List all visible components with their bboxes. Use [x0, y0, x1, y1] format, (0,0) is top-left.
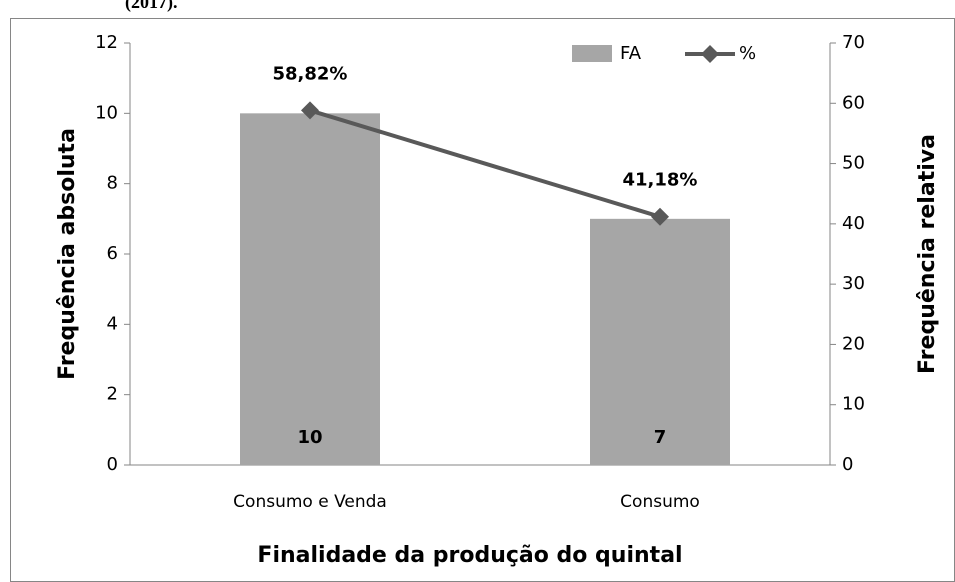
y-tick-label: 4	[107, 313, 118, 334]
y2-axis-title: Frequência relativa	[915, 134, 940, 374]
y2-tick-label: 40	[842, 213, 865, 234]
line-value-label: 41,18%	[623, 170, 698, 191]
legend-label: %	[739, 43, 756, 64]
subtitle: (2017).	[125, 0, 178, 13]
y-tick-label: 8	[107, 173, 118, 194]
y2-tick-label: 70	[842, 32, 865, 53]
x-axis-title: Finalidade da produção do quintal	[257, 543, 682, 568]
x-tick-label: Consumo	[620, 492, 700, 512]
bar-value-label: 7	[654, 427, 667, 448]
y-tick-label: 10	[95, 102, 118, 123]
line-marker	[301, 101, 319, 120]
legend-marker	[701, 45, 719, 63]
y2-tick-label: 60	[842, 92, 865, 113]
chart-frame	[10, 18, 955, 582]
y2-tick-label: 0	[842, 454, 853, 475]
bar	[590, 218, 730, 465]
y-tick-label: 0	[107, 454, 118, 475]
y-tick-label: 12	[95, 32, 118, 53]
x-tick-label: Consumo e Venda	[233, 492, 387, 512]
y2-tick-label: 20	[842, 333, 865, 354]
line-marker	[651, 207, 669, 226]
y-tick-label: 6	[107, 243, 118, 264]
line	[309, 108, 661, 219]
y2-tick-label: 50	[842, 153, 865, 174]
y2-tick-label: 30	[842, 273, 865, 294]
line-value-label: 58,82%	[273, 63, 348, 84]
y-axis-title: Frequência absoluta	[55, 128, 80, 380]
bar	[240, 113, 380, 465]
bar-value-label: 10	[297, 427, 322, 448]
legend-swatch	[572, 45, 612, 62]
y-tick-label: 2	[107, 384, 118, 405]
legend-label: FA	[620, 43, 642, 64]
y2-tick-label: 10	[842, 394, 865, 415]
